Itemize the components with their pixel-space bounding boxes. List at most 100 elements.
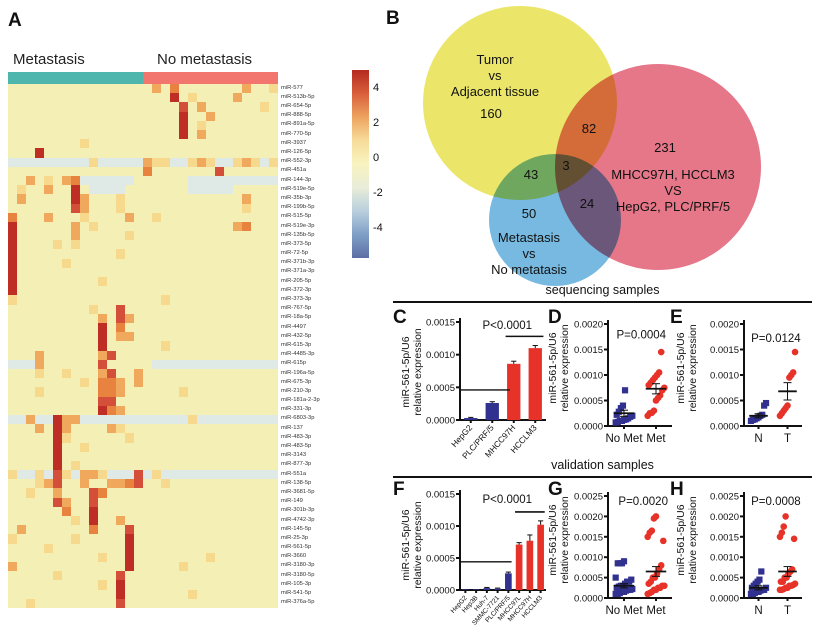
heatmap-cell	[125, 277, 134, 287]
heatmap-cell	[206, 323, 215, 333]
heatmap-cell	[53, 396, 62, 406]
heatmap-cell	[134, 414, 143, 425]
heatmap-cell	[17, 598, 26, 608]
data-point-circle	[657, 562, 665, 569]
heatmap-cell	[170, 175, 179, 186]
heatmap-cell	[71, 387, 80, 397]
heatmap-cell	[62, 203, 71, 213]
chart-c-bar: 0.00000.00050.00100.0015HepG2PLC/PRF/5MH…	[426, 318, 546, 460]
heatmap-cell	[215, 157, 224, 167]
heatmap-row-label: miR-541-5p	[281, 590, 312, 596]
heatmap-cell	[251, 148, 260, 158]
heatmap-cell	[170, 562, 179, 572]
heatmap-cell	[188, 129, 197, 140]
heatmap-cell	[26, 497, 35, 507]
heatmap-cell	[143, 194, 152, 204]
heatmap-cell	[8, 102, 17, 112]
venn-diagram: Tumor vs Adjacent tissue 160 82 231 MHCC…	[423, 6, 761, 286]
heatmap-cell	[107, 516, 116, 526]
heatmap-cell	[251, 157, 260, 167]
heatmap-cell	[134, 479, 143, 489]
heatmap-cell	[179, 166, 188, 176]
heatmap-cell	[233, 433, 242, 443]
heatmap-cell	[269, 368, 278, 379]
heatmap-cell	[125, 304, 134, 314]
heatmap-cell	[233, 166, 242, 176]
heatmap-cell	[188, 552, 197, 563]
heatmap-cell	[233, 102, 242, 112]
heatmap-cell	[188, 286, 197, 296]
heatmap-cell	[116, 396, 125, 406]
heatmap-cell	[89, 534, 98, 544]
heatmap-cell	[269, 562, 278, 572]
heatmap-cell	[80, 433, 89, 443]
heatmap-cell	[89, 571, 98, 581]
heatmap-cell	[170, 460, 179, 471]
heatmap-cell	[98, 249, 107, 259]
heatmap-cell	[269, 120, 278, 130]
heatmap-cell	[197, 84, 206, 94]
heatmap-cell	[62, 414, 71, 425]
heatmap-cell	[215, 350, 224, 360]
heatmap-cell	[71, 433, 80, 443]
heatmap-cell	[161, 368, 170, 379]
heatmap-cell	[44, 157, 53, 167]
heatmap-cell	[260, 240, 269, 250]
heatmap-cell	[161, 166, 170, 176]
heatmap-cell	[233, 194, 242, 204]
venn-set1-line2: vs	[489, 68, 503, 83]
heatmap-cell	[35, 84, 44, 94]
heatmap-cell	[116, 479, 125, 489]
heatmap-cell	[26, 93, 35, 103]
heatmap-cell	[269, 93, 278, 103]
heatmap-cell	[188, 525, 197, 535]
heatmap-cell	[269, 295, 278, 305]
heatmap-cell	[170, 249, 179, 259]
heatmap-cell	[161, 203, 170, 213]
heatmap-cell	[116, 341, 125, 351]
heatmap-row-label: miR-199b-5p	[281, 204, 315, 211]
heatmap-cell	[215, 571, 224, 581]
heatmap-cell	[89, 304, 98, 314]
heatmap-cell	[242, 424, 251, 434]
heatmap-cell	[80, 525, 89, 535]
heatmap-cell	[170, 221, 179, 232]
heatmap-cell	[125, 295, 134, 305]
heatmap-cell	[62, 157, 71, 167]
heatmap-cell	[80, 543, 89, 553]
heatmap-cell	[197, 534, 206, 544]
heatmap-cell	[242, 323, 251, 333]
heatmap-cell	[197, 304, 206, 314]
heatmap-cell	[98, 497, 107, 507]
heatmap-cell	[44, 552, 53, 563]
heatmap-cell	[134, 534, 143, 544]
heatmap-cell	[8, 424, 17, 434]
heatmap-cell	[17, 414, 26, 425]
heatmap-cell	[215, 368, 224, 379]
heatmap-cell	[89, 175, 98, 186]
heatmap-cell	[80, 249, 89, 259]
heatmap-cell	[125, 534, 134, 544]
heatmap-cell	[143, 258, 152, 268]
heatmap-cell	[269, 424, 278, 434]
heatmap-cell	[125, 203, 134, 213]
heatmap-cell	[215, 249, 224, 259]
heatmap-cell	[206, 341, 215, 351]
data-point-circle	[784, 402, 791, 409]
heatmap-cell	[62, 451, 71, 461]
heatmap-cell	[152, 166, 161, 176]
heatmap-cell	[89, 396, 98, 406]
heatmap-cell	[224, 414, 233, 425]
heatmap-cell	[8, 295, 17, 305]
heatmap-cell	[233, 405, 242, 415]
heatmap-cell	[17, 497, 26, 507]
heatmap-cell	[269, 221, 278, 232]
heatmap-cell	[8, 277, 17, 287]
heatmap-cell	[125, 589, 134, 599]
heatmap-cell	[188, 313, 197, 324]
heatmap-row-labels: miR-577 miR-513b-5p miR-654-5p miR-888-5p mi…	[281, 84, 351, 608]
heatmap-cell	[53, 249, 62, 259]
heatmap-cell	[53, 451, 62, 461]
heatmap-cell	[251, 277, 260, 287]
heatmap-cell	[26, 460, 35, 471]
